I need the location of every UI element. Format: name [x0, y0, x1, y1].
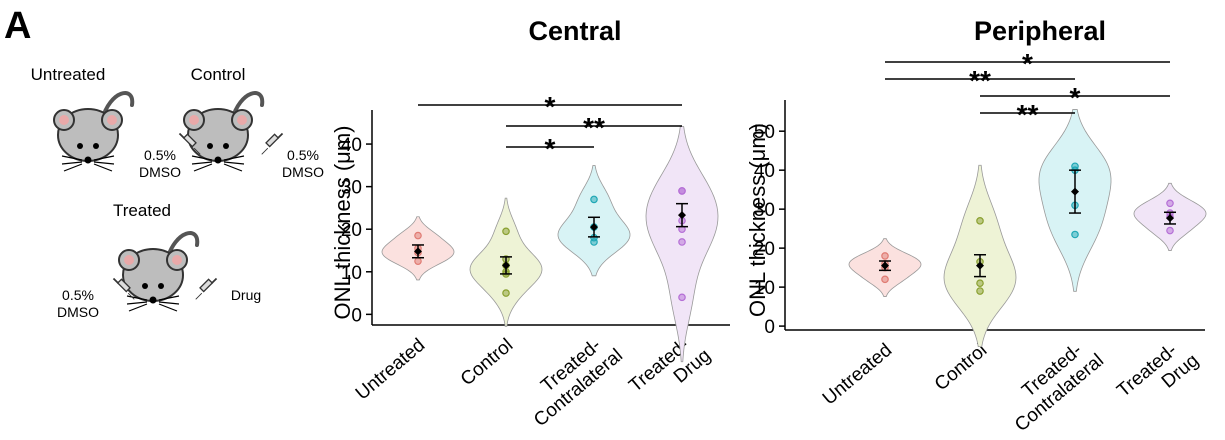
y-tick-label: 10	[754, 278, 775, 299]
significance-label: *	[545, 91, 556, 122]
x-tick-label: Untreated	[352, 335, 429, 405]
x-tick-label: Treated-Drug	[1113, 333, 1203, 418]
y-tick-label: 30	[341, 178, 362, 199]
x-tick-label: Control	[457, 335, 517, 390]
group-label: Treated	[113, 201, 171, 220]
significance-label: **	[1017, 99, 1039, 130]
data-point	[976, 279, 984, 288]
data-point	[590, 195, 598, 204]
data-point	[1166, 226, 1174, 235]
data-point	[678, 238, 686, 246]
dose-label: 0.5%	[287, 147, 319, 163]
significance-label: *	[1070, 82, 1081, 113]
data-point	[678, 187, 686, 195]
mouse-icon	[52, 91, 135, 173]
y-tick-label: 0	[764, 317, 775, 338]
syringe-icon	[260, 132, 284, 156]
data-point	[1071, 230, 1079, 239]
y-tick-label: 30	[754, 200, 775, 221]
x-tick-label: Control	[931, 340, 991, 395]
y-tick-label: 50	[754, 122, 775, 143]
y-tick-label: 10	[341, 263, 362, 284]
dose-label: DMSO	[139, 164, 181, 180]
y-axis-label: ONL thickness (μm)	[330, 125, 355, 319]
data-point	[881, 252, 889, 260]
mean-marker	[1071, 187, 1079, 196]
data-point	[414, 257, 422, 265]
y-tick-label: 40	[754, 161, 775, 182]
chart-title: Peripheral	[974, 16, 1106, 46]
mouse-icon	[182, 91, 265, 173]
significance-label: **	[583, 112, 605, 143]
x-tick-label: Treated-Contralateral	[516, 328, 627, 431]
mean-marker	[881, 261, 889, 270]
y-tick-label: 0	[351, 305, 362, 326]
dose-label: DMSO	[57, 304, 99, 320]
drug-label: Drug	[231, 287, 261, 303]
x-tick-label: Treated-Drug	[625, 328, 715, 413]
data-point	[1166, 199, 1174, 208]
data-point	[976, 217, 984, 225]
y-axis-label: ONL thickness (μm)	[745, 123, 770, 317]
diagram: Untreated Control 0.5% DMSO 0.5% DMSO Tr…	[31, 65, 324, 320]
mean-marker	[502, 261, 510, 270]
data-point	[678, 293, 686, 302]
y-tick-label: 20	[341, 220, 362, 241]
syringe-icon	[194, 277, 218, 301]
dose-label: 0.5%	[62, 287, 94, 303]
x-tick-label: Treated-Contralateral	[997, 333, 1108, 436]
data-point	[881, 275, 889, 284]
data-point	[502, 227, 510, 236]
y-tick-label: 20	[754, 239, 775, 260]
data-point	[414, 231, 422, 240]
significance-label: *	[545, 133, 556, 164]
mouse-icon	[117, 231, 200, 313]
data-point	[590, 238, 598, 246]
mean-marker	[590, 223, 598, 232]
significance-label: *	[1022, 48, 1033, 79]
panel-label: A	[4, 5, 31, 47]
mean-marker	[414, 247, 422, 256]
x-tick-label: Untreated	[819, 340, 896, 410]
mean-marker	[678, 211, 686, 220]
group-label: Untreated	[31, 65, 106, 84]
chart-title: Central	[528, 16, 621, 46]
dose-label: 0.5%	[144, 147, 176, 163]
y-tick-label: 40	[341, 135, 362, 156]
mean-marker	[976, 261, 984, 270]
group-label: Control	[191, 65, 246, 84]
data-point	[502, 289, 510, 297]
dose-label: DMSO	[282, 164, 324, 180]
data-point	[976, 287, 984, 295]
mean-marker	[1166, 214, 1174, 223]
significance-label: **	[969, 65, 991, 96]
